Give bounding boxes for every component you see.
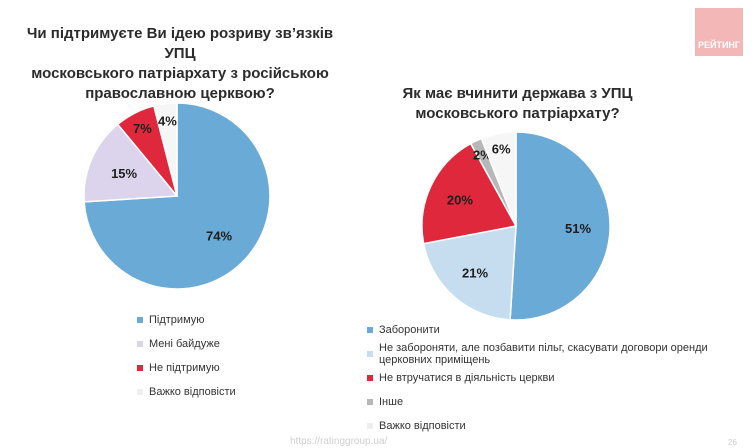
chart-1-legend-item: Важко відповісти [137, 380, 236, 404]
chart-2-legend-swatch [367, 351, 373, 357]
chart-2-slice-label: 51% [565, 221, 591, 236]
chart-2-legend-swatch [367, 423, 373, 429]
chart-1-legend-label: Не підтримую [149, 362, 220, 374]
chart-1-title-line: московського патріархату з російською [31, 65, 329, 82]
chart-1-legend-label: Мені байдуже [149, 338, 220, 350]
chart-2-slice-1 [509, 131, 611, 321]
chart-2-slice-label: 21% [462, 266, 488, 281]
chart-2-legend-label: Не забороняти, але позбавити пільг, скас… [379, 342, 708, 366]
chart-2-slice-label: 20% [447, 193, 473, 208]
chart-2-legend-item: Заборонити [367, 318, 755, 342]
chart-1-legend-label: Підтримую [149, 314, 205, 326]
chart-2-legend-swatch [367, 375, 373, 381]
chart-2-legend-label: Інше [379, 396, 404, 408]
chart-2-title-line: Як має вчинити держава з УПЦ [402, 85, 633, 102]
chart-2-title-line: московського патріархату? [415, 105, 620, 122]
chart-2-legend: Заборонити Не забороняти, але позбавити п… [367, 318, 755, 438]
chart-1-slice-4 [152, 102, 178, 197]
chart-2-pie: 51%21%20%2% 6% [421, 131, 611, 321]
chart-2-slice-3 [421, 142, 518, 245]
chart-1-legend-item: Підтримую [137, 308, 236, 332]
chart-2-legend-item: Важко відповісти [367, 414, 755, 438]
chart-2-legend-label: Не втручатися в діяльність церкви [379, 372, 555, 384]
chart-2-legend-label: Важко відповісти [379, 420, 466, 432]
chart-2-slice-2 [422, 225, 517, 321]
chart-1-legend-swatch [137, 365, 143, 371]
brand-logo-text: РЕЙТИНГ [697, 40, 741, 50]
chart-1-title: Чи підтримуєте Ви ідею розриву зв’язків … [20, 24, 340, 104]
chart-1-legend-label: Важко відповісти [149, 386, 236, 398]
chart-2-legend-label: Заборонити [379, 324, 440, 336]
chart-2-legend-item: Не забороняти, але позбавити пільг, скас… [367, 342, 755, 366]
chart-2-title: Як має вчинити держава з УПЦ московського… [365, 84, 670, 124]
brand-logo: РЕЙТИНГ [695, 8, 743, 56]
chart-2-slice-label: 6% [492, 141, 511, 156]
chart-1-slice-label: 74% [206, 229, 232, 244]
chart-1-title-line: православною церквою? [85, 85, 275, 102]
chart-2-legend-swatch [367, 327, 373, 333]
chart-1-legend: Підтримую Мені байдуже Не підтримую Важко в… [137, 308, 236, 404]
chart-2-legend-item: Інше [367, 390, 755, 414]
chart-2-slice-5 [480, 131, 517, 227]
chart-1-legend-item: Мені байдуже [137, 332, 236, 356]
chart-1-legend-swatch [137, 317, 143, 323]
footer-url: https://ratinggroup.ua/ [290, 436, 388, 447]
chart-1-pie: 74% 15% 7% 4% [83, 102, 271, 290]
chart-1-slice-label: 4% [158, 113, 177, 128]
chart-1-title-line: Чи підтримуєте Ви ідею розриву зв’язків … [26, 25, 334, 62]
chart-1-legend-swatch [137, 389, 143, 395]
chart-1-legend-item: Не підтримую [137, 356, 236, 380]
chart-1-slice-label: 15% [111, 166, 137, 181]
chart-1-slice-label: 7% [133, 121, 152, 136]
chart-1-slice-2 [83, 123, 179, 203]
chart-1-legend-swatch [137, 341, 143, 347]
page-number: 26 [728, 438, 737, 447]
chart-2-legend-swatch [367, 399, 373, 405]
chart-2-legend-item: Не втручатися в діяльність церкви [367, 366, 755, 390]
